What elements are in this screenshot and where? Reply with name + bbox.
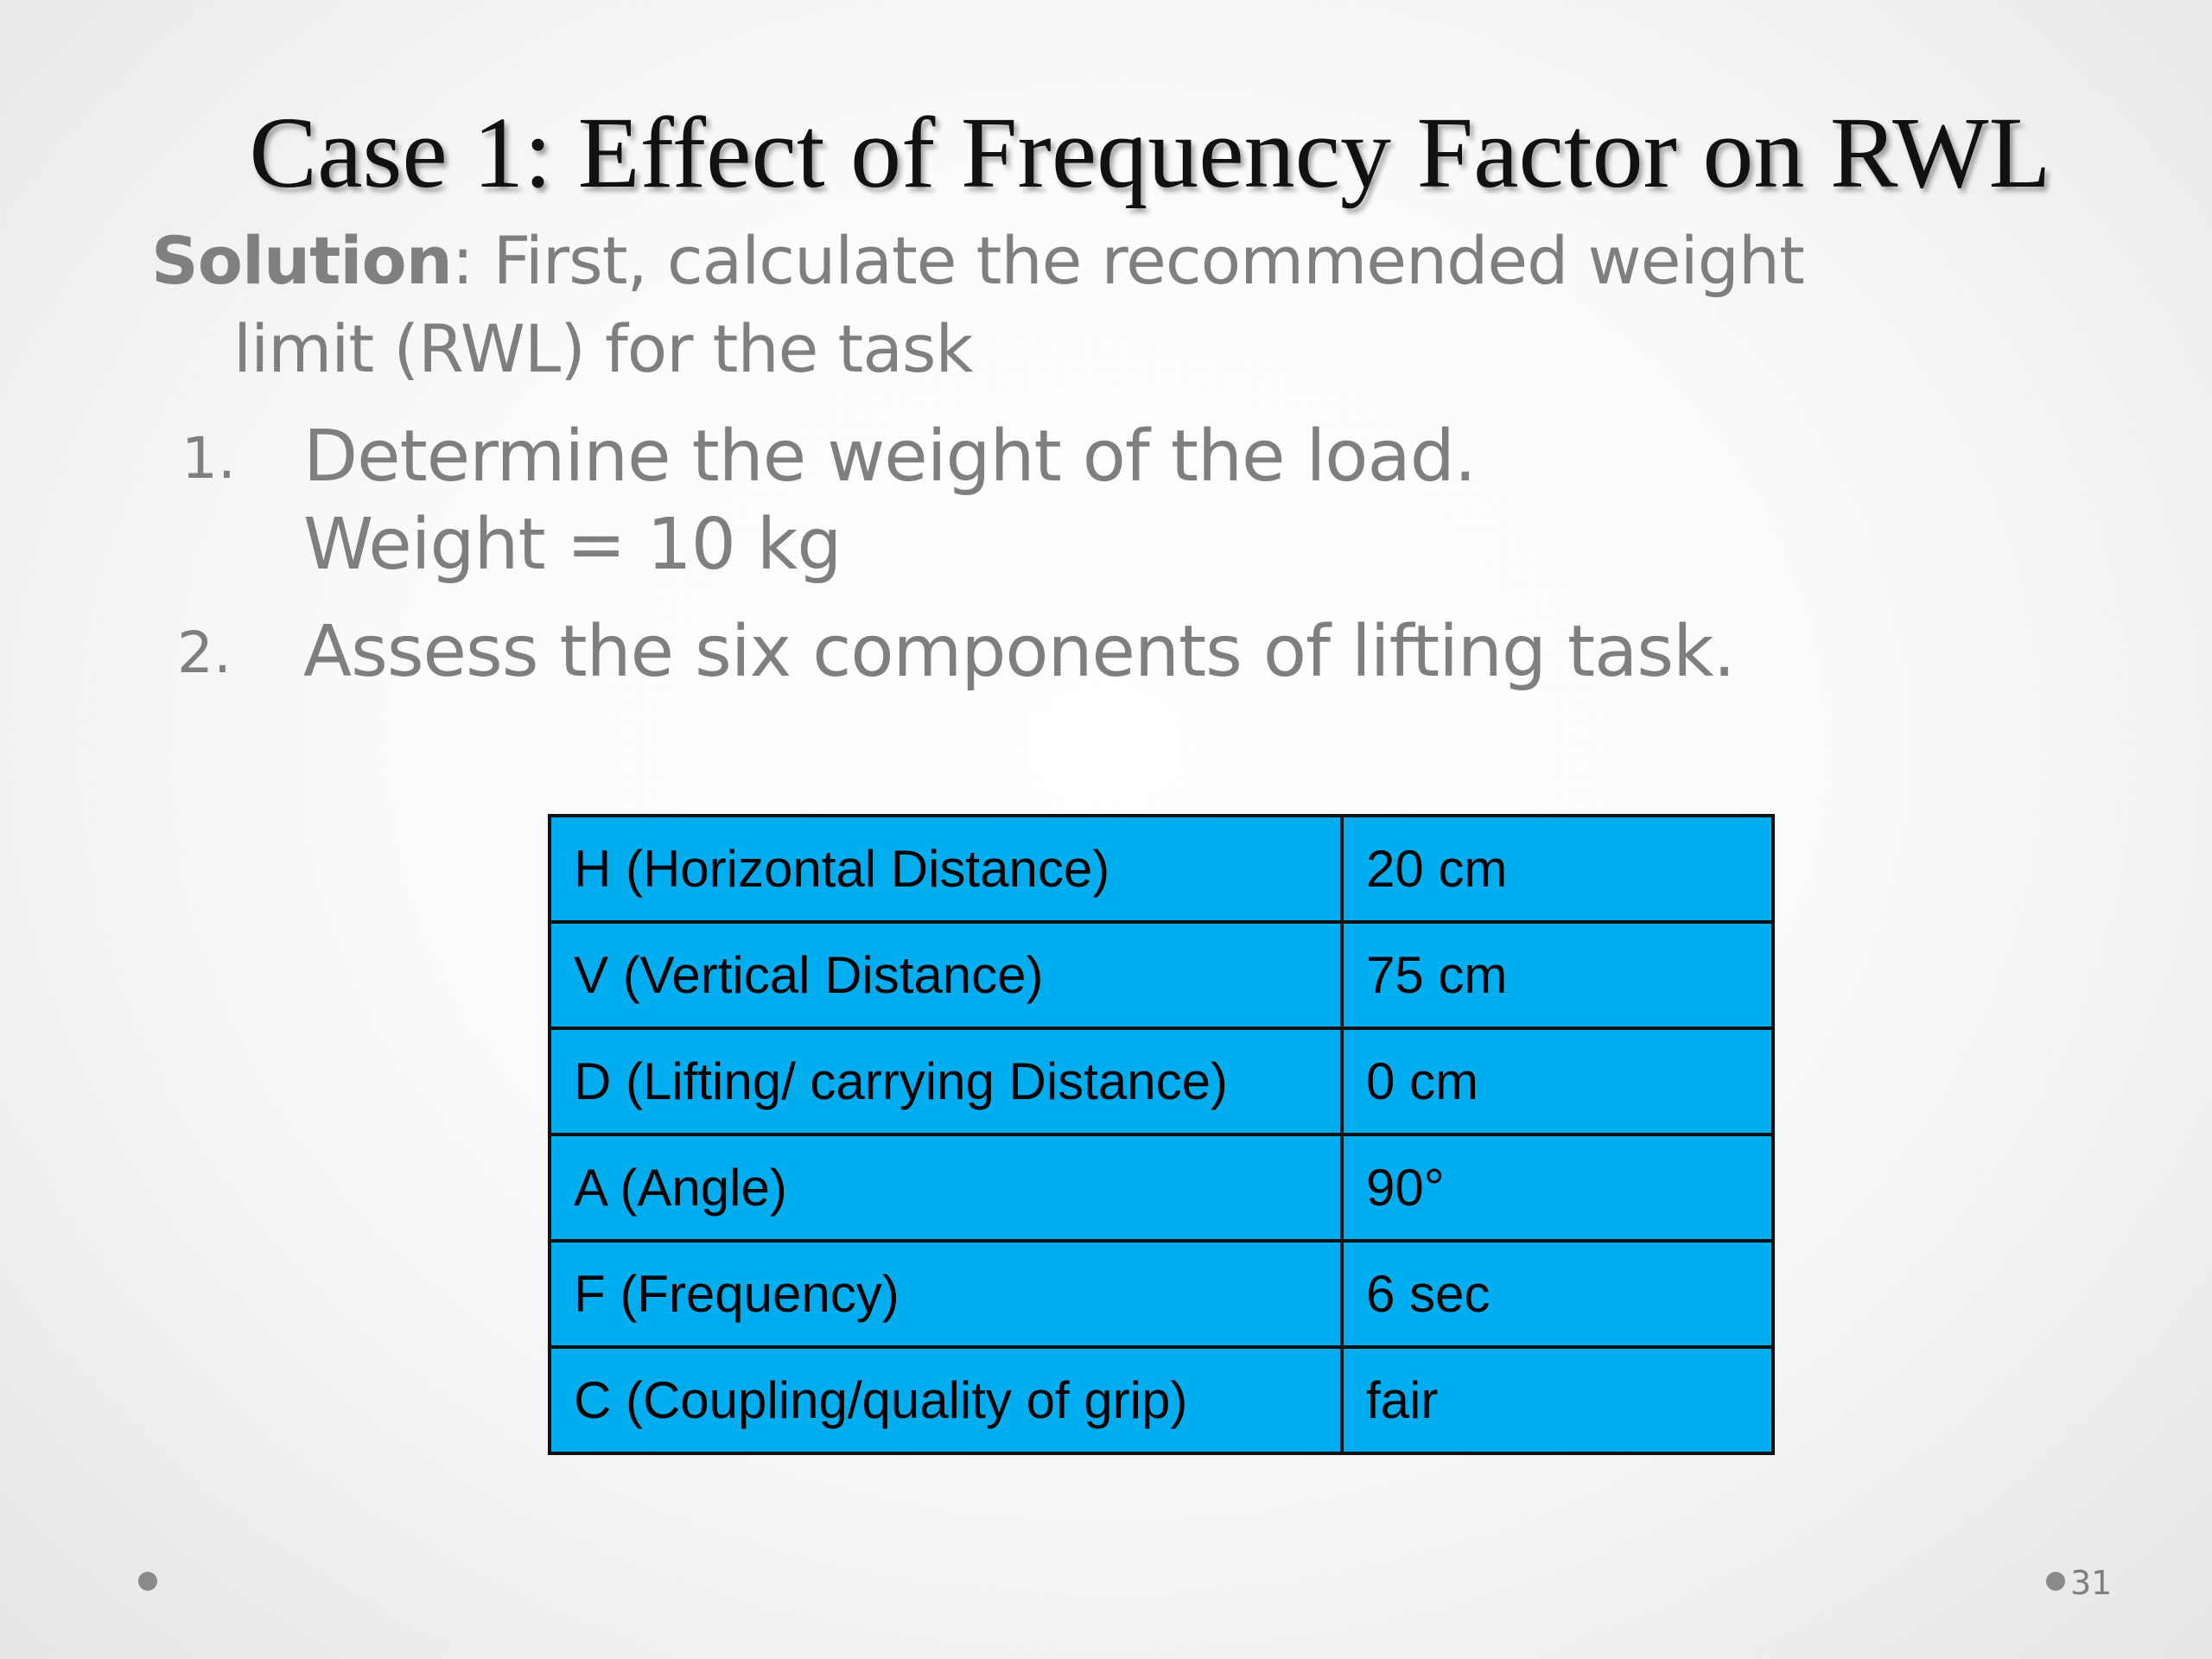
parameter-value: 75 cm (1340, 920, 1775, 1030)
parameter-name: V (Vertical Distance) (548, 920, 1344, 1030)
solution-text: : First, calculate the recommended weigh… (451, 222, 1805, 299)
parameter-value: 90° (1340, 1133, 1775, 1243)
table-body: H (Horizontal Distance) 20 cm V (Vertical … (548, 814, 1775, 1455)
parameter-name: F (Frequency) (548, 1239, 1344, 1349)
page-number: 31 (2070, 1564, 2113, 1602)
parameter-name: D (Lifting/ carrying Distance) (548, 1027, 1344, 1136)
table-row: F (Frequency) 6 sec (548, 1239, 1775, 1349)
parameter-value: 0 cm (1340, 1027, 1775, 1136)
parameter-name: C (Coupling/quality of grip) (548, 1345, 1344, 1455)
table-row: H (Horizontal Distance) 20 cm (548, 814, 1775, 924)
parameter-name: H (Horizontal Distance) (548, 814, 1344, 924)
parameters-table: H (Horizontal Distance) 20 cm V (Vertical … (548, 814, 1775, 1455)
solution-line: Solution: First, calculate the recommend… (151, 228, 1805, 294)
parameter-value: 6 sec (1340, 1239, 1775, 1349)
table-row: D (Lifting/ carrying Distance) 0 cm (548, 1027, 1775, 1136)
table-row: C (Coupling/quality of grip) fair (548, 1345, 1775, 1455)
step-detail: Weight = 10 kg (303, 504, 842, 586)
table-row: A (Angle) 90° (548, 1133, 1775, 1243)
solution-text: limit (RWL) for the task (233, 310, 974, 387)
slide-title: Case 1: Effect of Frequency Factor on RW… (249, 96, 2051, 209)
bullet-dot (138, 1572, 157, 1591)
bullet-dot (2046, 1572, 2065, 1591)
step-number: 1. (181, 425, 236, 492)
parameter-value: 20 cm (1340, 814, 1775, 924)
parameter-name: A (Angle) (548, 1133, 1344, 1243)
step-text: Determine the weight of the load. (303, 416, 1477, 498)
step-number: 2. (177, 620, 232, 686)
parameter-value: fair (1340, 1345, 1775, 1455)
step-text: Assess the six components of lifting tas… (303, 611, 1736, 693)
solution-label: Solution (151, 222, 453, 299)
table-row: V (Vertical Distance) 75 cm (548, 920, 1775, 1030)
